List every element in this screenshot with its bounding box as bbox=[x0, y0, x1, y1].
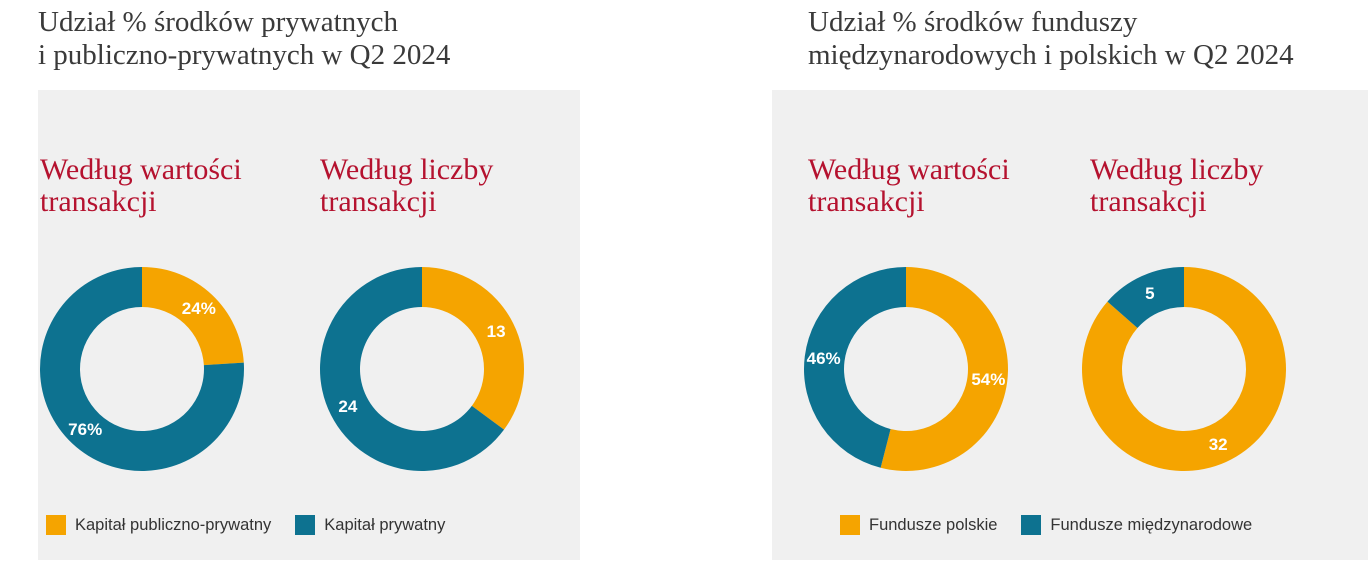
right-title-line-2: międzynarodowych i polskich w Q2 2024 bbox=[808, 39, 1294, 71]
legend-swatch-teal bbox=[295, 515, 316, 535]
donut-segment bbox=[142, 267, 244, 366]
donut-segment bbox=[1082, 267, 1286, 471]
donut-chart-funds-value-share: 54% 46% bbox=[803, 267, 1008, 471]
donut-data-label: 5 bbox=[1145, 284, 1154, 303]
donut-chart-funds-count-share: 32 5 bbox=[1082, 267, 1286, 471]
right-panel: Według wartości transakcji Według liczby… bbox=[772, 90, 1368, 560]
legend-swatch-orange bbox=[840, 515, 860, 535]
legend-item-private: Kapitał prywatny bbox=[295, 515, 445, 535]
donut-segment bbox=[422, 267, 524, 430]
legend-label: Fundusze polskie bbox=[869, 515, 998, 534]
legend-swatch-teal bbox=[1021, 515, 1042, 535]
chart-4-subtitle-line-2: transakcji bbox=[1090, 185, 1207, 218]
donut-chart-count-share: 13 24 bbox=[320, 267, 524, 471]
chart-2-subtitle-line-2: transakcji bbox=[320, 185, 437, 218]
legend-label: Kapitał publiczno-prywatny bbox=[75, 515, 272, 534]
right-title-line-1: Udział % środków funduszy bbox=[808, 6, 1138, 38]
donut-data-label: 46% bbox=[807, 349, 841, 368]
chart-3-subtitle-line-1: Według wartości bbox=[808, 153, 1010, 186]
chart-4-subtitle-line-1: Według liczby bbox=[1090, 153, 1264, 186]
donut-data-label: 13 bbox=[487, 322, 506, 341]
chart-1-subtitle-line-1: Według wartości bbox=[40, 153, 242, 186]
legend-item-public-private: Kapitał publiczno-prywatny bbox=[46, 515, 271, 535]
donut-segment bbox=[39, 267, 244, 471]
donut-data-label: 24 bbox=[338, 397, 357, 416]
left-title-line-1: Udział % środków prywatnych bbox=[38, 6, 398, 38]
chart-4-subtitle: Według liczby transakcji bbox=[1090, 154, 1263, 218]
donut-segment bbox=[1107, 267, 1184, 329]
left-legend: Kapitał publiczno-prywatny Kapitał prywa… bbox=[46, 515, 469, 535]
chart-2-subtitle-line-1: Według liczby bbox=[320, 153, 494, 186]
donut-data-label: 24% bbox=[182, 299, 216, 318]
legend-label: Fundusze międzynarodowe bbox=[1050, 515, 1253, 534]
donut-data-label: 54% bbox=[971, 370, 1005, 389]
chart-1-subtitle: Według wartości transakcji bbox=[40, 154, 242, 218]
legend-swatch-orange bbox=[46, 515, 66, 535]
donut-segment bbox=[803, 267, 906, 468]
chart-3-subtitle-line-2: transakcji bbox=[808, 185, 925, 218]
left-panel: Według wartości transakcji Według liczby… bbox=[38, 90, 580, 560]
chart-3-subtitle: Według wartości transakcji bbox=[808, 154, 1010, 218]
donut-data-label: 76% bbox=[68, 420, 102, 439]
chart-1-subtitle-line-2: transakcji bbox=[40, 185, 157, 218]
legend-item-international-funds: Fundusze międzynarodowe bbox=[1021, 515, 1252, 535]
left-title-line-2: i publiczno-prywatnych w Q2 2024 bbox=[38, 39, 451, 71]
donut-segment bbox=[320, 267, 505, 471]
left-section-title: Udział % środków prywatnych i publiczno-… bbox=[38, 6, 450, 72]
legend-label: Kapitał prywatny bbox=[324, 515, 446, 534]
donut-data-label: 32 bbox=[1209, 435, 1228, 454]
donut-chart-value-share: 24% 76% bbox=[39, 267, 244, 471]
donut-segment bbox=[880, 267, 1008, 471]
legend-item-polish-funds: Fundusze polskie bbox=[840, 515, 997, 535]
right-legend: Fundusze polskie Fundusze międzynarodowe bbox=[840, 515, 1276, 535]
right-section-title: Udział % środków funduszy międzynarodowy… bbox=[808, 6, 1294, 72]
chart-2-subtitle: Według liczby transakcji bbox=[320, 154, 493, 218]
